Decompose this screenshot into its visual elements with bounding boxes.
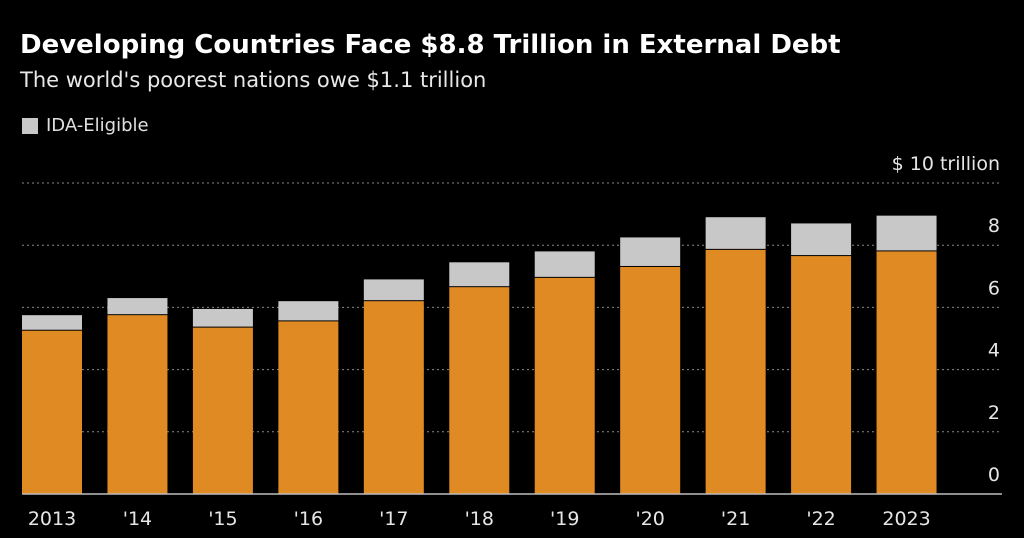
bar-other <box>107 315 168 494</box>
x-tick-label: 2013 <box>28 508 76 530</box>
x-tick-label: '15 <box>208 508 237 530</box>
x-tick-label: '19 <box>550 508 579 530</box>
bar-ida-eligible <box>534 251 595 277</box>
y-tick-label: 6 <box>988 277 1000 299</box>
bar-other <box>534 277 595 494</box>
bar-ida-eligible <box>192 308 253 327</box>
bar-ida-eligible <box>620 237 681 266</box>
y-tick-label: 2 <box>988 402 1000 424</box>
bar-other <box>363 301 424 494</box>
bar-other <box>278 321 339 494</box>
bar-other <box>22 330 82 494</box>
bar-other <box>791 256 852 494</box>
x-tick-label: '14 <box>123 508 152 530</box>
y-tick-label: 0 <box>988 464 1000 486</box>
bar-ida-eligible <box>791 223 852 256</box>
bar-ida-eligible <box>705 217 766 249</box>
x-tick-label: '17 <box>379 508 408 530</box>
chart-subtitle: The world's poorest nations owe $1.1 tri… <box>20 68 487 92</box>
legend-label-ida: IDA-Eligible <box>46 115 149 136</box>
y-tick-label: $ 10 trillion <box>892 153 1000 175</box>
x-tick-label: '20 <box>635 508 664 530</box>
bar-other <box>620 266 681 494</box>
legend: IDA-Eligible <box>22 115 149 136</box>
x-tick-label: '22 <box>806 508 835 530</box>
x-tick-label: '16 <box>294 508 323 530</box>
legend-swatch-ida <box>22 117 38 134</box>
x-tick-label: 2023 <box>882 508 930 530</box>
bar-ida-eligible <box>107 298 168 315</box>
bar-ida-eligible <box>449 262 510 287</box>
bar-ida-eligible <box>22 315 82 330</box>
x-tick-label: '21 <box>721 508 750 530</box>
bar-other <box>192 327 253 494</box>
y-tick-label: 4 <box>988 340 1000 362</box>
bar-other <box>705 249 766 494</box>
bar-other <box>449 287 510 494</box>
chart-title: Developing Countries Face $8.8 Trillion … <box>20 30 841 60</box>
y-tick-label: 8 <box>988 215 1000 237</box>
bar-ida-eligible <box>363 279 424 301</box>
x-tick-label: '18 <box>465 508 494 530</box>
bar-ida-eligible <box>876 215 937 251</box>
bar-ida-eligible <box>278 301 339 321</box>
bar-other <box>876 251 937 494</box>
